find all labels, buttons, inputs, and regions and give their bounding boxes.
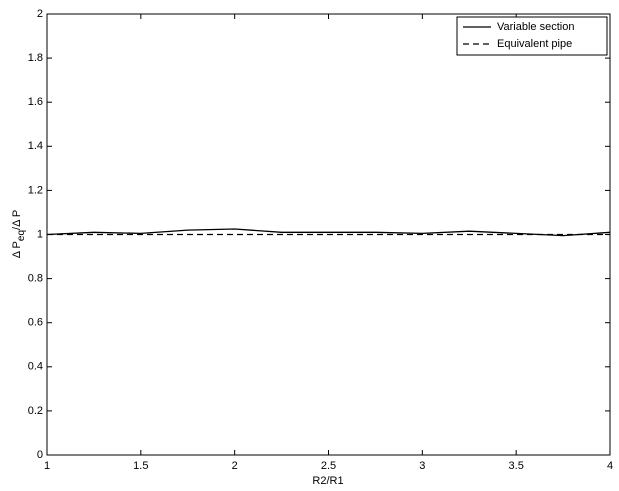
x-tick-label: 3 bbox=[419, 460, 425, 472]
x-tick-label: 4 bbox=[607, 460, 613, 472]
y-tick-label: 0.8 bbox=[28, 273, 43, 285]
y-label-part: /Δ P bbox=[11, 210, 23, 230]
y-tick-label: 1 bbox=[37, 228, 43, 240]
x-tick-label: 2.5 bbox=[321, 460, 336, 472]
y-axis-label: Δ Peq/Δ P bbox=[11, 210, 27, 258]
legend-label: Equivalent pipe bbox=[497, 38, 572, 50]
y-label-subscript: eq bbox=[16, 230, 27, 241]
y-tick-label: 1.2 bbox=[28, 184, 43, 196]
y-tick-label: 1.8 bbox=[28, 52, 43, 64]
x-axis-label: R2/R1 bbox=[312, 475, 343, 487]
y-tick-label: 0.4 bbox=[28, 361, 43, 373]
series-line bbox=[46, 228, 611, 237]
legend-box bbox=[456, 16, 608, 56]
y-tick-label: 0 bbox=[37, 449, 43, 461]
y-tick-label: 1.4 bbox=[28, 140, 43, 152]
y-tick-label: 2 bbox=[37, 8, 43, 20]
y-tick-label: 0.2 bbox=[28, 405, 43, 417]
x-tick-label: 2 bbox=[232, 460, 238, 472]
legend-label: Variable section bbox=[497, 21, 574, 33]
y-tick-label: 0.6 bbox=[28, 317, 43, 329]
x-tick-label: 1.5 bbox=[133, 460, 148, 472]
x-tick-label: 1 bbox=[44, 460, 50, 472]
y-label-part: Δ P bbox=[11, 241, 23, 258]
y-tick-label: 1.6 bbox=[28, 96, 43, 108]
x-tick-label: 3.5 bbox=[509, 460, 524, 472]
